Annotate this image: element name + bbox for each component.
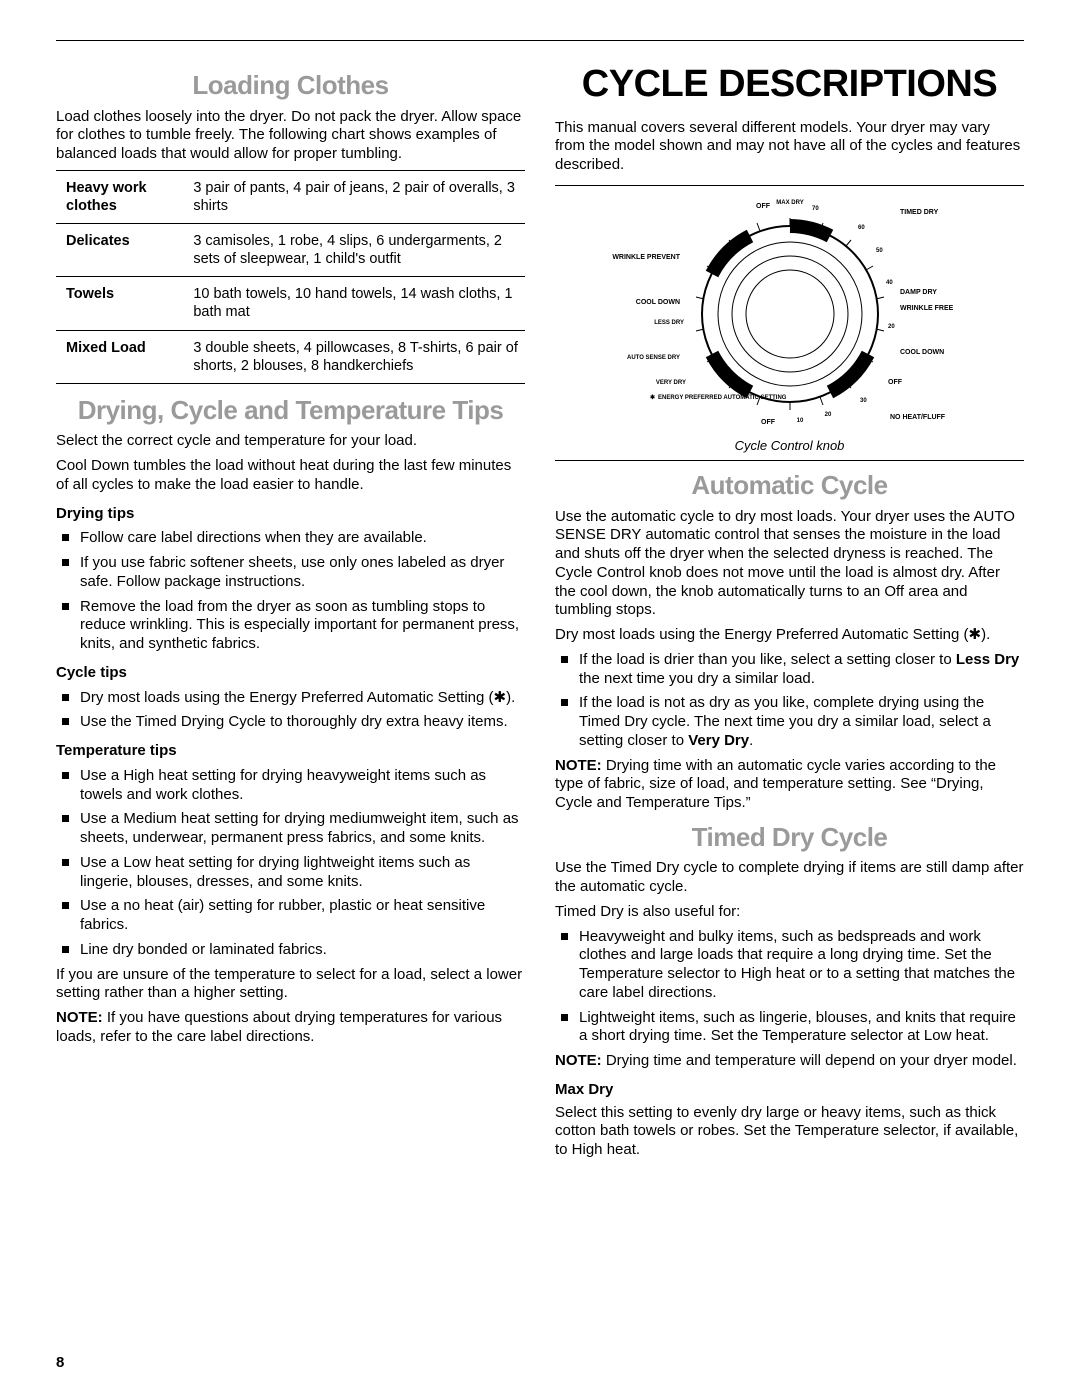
auto-note: NOTE: Drying time with an automatic cycl…	[555, 757, 1024, 813]
svg-text:TIMED DRY: TIMED DRY	[900, 209, 939, 216]
cycle-desc-intro: This manual covers several different mod…	[555, 119, 1024, 175]
auto-b1-bold: Less Dry	[956, 651, 1019, 668]
svg-text:OFF: OFF	[756, 203, 771, 210]
heading-timed-dry: Timed Dry Cycle	[555, 821, 1024, 854]
svg-text:50: 50	[876, 248, 883, 254]
note-text: Drying time with an automatic cycle vari…	[555, 757, 996, 812]
dial-caption: Cycle Control knob	[555, 438, 1024, 454]
note-label: NOTE:	[56, 1009, 103, 1026]
table-row: Heavy work clothes 3 pair of pants, 4 pa…	[56, 170, 525, 223]
loading-intro: Load clothes loosely into the dryer. Do …	[56, 108, 525, 164]
top-rule	[56, 40, 1024, 41]
maxdry-text: Select this setting to evenly dry large …	[555, 1104, 1024, 1160]
svg-text:DAMP DRY: DAMP DRY	[900, 289, 937, 296]
table-row: Delicates 3 camisoles, 1 robe, 4 slips, …	[56, 224, 525, 277]
load-text: 3 pair of pants, 4 pair of jeans, 2 pair…	[187, 170, 525, 223]
left-column: Loading Clothes Load clothes loosely int…	[56, 61, 525, 1166]
svg-text:60: 60	[858, 225, 865, 231]
load-label: Mixed Load	[56, 330, 187, 383]
auto-bullets: If the load is drier than you like, sele…	[555, 651, 1024, 751]
auto-b1b: the next time you dry a similar load.	[579, 670, 815, 687]
list-item: Line dry bonded or laminated fabrics.	[56, 941, 525, 960]
list-item: If the load is drier than you like, sele…	[555, 651, 1024, 689]
dial-figure: ✱ OFF MAX DRY 70 TIMED DRY 60 50 40 DAMP…	[555, 185, 1024, 461]
drying-tips-list: Follow care label directions when they a…	[56, 529, 525, 654]
svg-text:70: 70	[812, 206, 819, 212]
tips-after1: If you are unsure of the temperature to …	[56, 966, 525, 1004]
load-text: 3 double sheets, 4 pillowcases, 8 T-shir…	[187, 330, 525, 383]
cycle-control-dial-icon: ✱ OFF MAX DRY 70 TIMED DRY 60 50 40 DAMP…	[580, 194, 1000, 434]
svg-text:MAX DRY: MAX DRY	[776, 200, 803, 206]
auto-p2: Dry most loads using the Energy Preferre…	[555, 626, 1024, 645]
list-item: If the load is not as dry as you like, c…	[555, 694, 1024, 750]
table-row: Mixed Load 3 double sheets, 4 pillowcase…	[56, 330, 525, 383]
list-item: Heavyweight and bulky items, such as bed…	[555, 928, 1024, 1003]
tips-p2: Cool Down tumbles the load without heat …	[56, 457, 525, 495]
timed-bullets: Heavyweight and bulky items, such as bed…	[555, 928, 1024, 1047]
note-label: NOTE:	[555, 1052, 602, 1069]
timed-p1: Use the Timed Dry cycle to complete dryi…	[555, 859, 1024, 897]
svg-text:VERY DRY: VERY DRY	[655, 380, 685, 386]
svg-text:WRINKLE PREVENT: WRINKLE PREVENT	[612, 254, 680, 261]
subhead-max-dry: Max Dry	[555, 1081, 1024, 1100]
auto-b2a: If the load is not as dry as you like, c…	[579, 694, 991, 749]
load-table: Heavy work clothes 3 pair of pants, 4 pa…	[56, 170, 525, 384]
list-item: If you use fabric softener sheets, use o…	[56, 554, 525, 592]
subhead-temperature-tips: Temperature tips	[56, 742, 525, 761]
subhead-cycle-tips: Cycle tips	[56, 664, 525, 683]
load-label: Heavy work clothes	[56, 170, 187, 223]
heading-automatic-cycle: Automatic Cycle	[555, 469, 1024, 502]
svg-text:LESS DRY: LESS DRY	[654, 320, 684, 326]
svg-text:WRINKLE FREE: WRINKLE FREE	[900, 305, 954, 312]
heading-cycle-descriptions: CYCLE DESCRIPTIONS	[555, 61, 1024, 109]
auto-b1a: If the load is drier than you like, sele…	[579, 651, 956, 668]
svg-text:✱: ✱	[725, 366, 731, 374]
temperature-tips-list: Use a High heat setting for drying heavy…	[56, 767, 525, 960]
timed-p2: Timed Dry is also useful for:	[555, 903, 1024, 922]
list-item: Use a Low heat setting for drying lightw…	[56, 854, 525, 892]
list-item: Use the Timed Drying Cycle to thoroughly…	[56, 713, 525, 732]
svg-text:OFF: OFF	[888, 379, 903, 386]
auto-b2b: .	[749, 732, 753, 749]
svg-text:ENERGY PREFERRED AUTOMATIC SET: ENERGY PREFERRED AUTOMATIC SETTING	[658, 395, 787, 401]
heading-loading-clothes: Loading Clothes	[56, 69, 525, 102]
list-item: Dry most loads using the Energy Preferre…	[56, 689, 525, 708]
svg-text:OFF: OFF	[761, 419, 776, 426]
load-label: Delicates	[56, 224, 187, 277]
svg-text:20: 20	[888, 324, 895, 330]
list-item: Use a Medium heat setting for drying med…	[56, 810, 525, 848]
load-label: Towels	[56, 277, 187, 330]
load-text: 3 camisoles, 1 robe, 4 slips, 6 undergar…	[187, 224, 525, 277]
svg-text:COOL DOWN: COOL DOWN	[635, 299, 679, 306]
heading-drying-tips: Drying, Cycle and Temperature Tips	[56, 394, 525, 427]
svg-text:COOL DOWN: COOL DOWN	[900, 349, 944, 356]
svg-text:AUTO SENSE DRY: AUTO SENSE DRY	[626, 355, 679, 361]
tips-p1: Select the correct cycle and temperature…	[56, 432, 525, 451]
page-columns: Loading Clothes Load clothes loosely int…	[56, 61, 1024, 1166]
svg-text:✱: ✱	[650, 394, 655, 401]
subhead-drying-tips: Drying tips	[56, 505, 525, 524]
tips-note: NOTE: If you have questions about drying…	[56, 1009, 525, 1047]
note-text: If you have questions about drying tempe…	[56, 1009, 502, 1045]
list-item: Use a no heat (air) setting for rubber, …	[56, 897, 525, 935]
auto-b2-bold: Very Dry	[688, 732, 749, 749]
list-item: Follow care label directions when they a…	[56, 529, 525, 548]
cycle-tips-list: Dry most loads using the Energy Preferre…	[56, 689, 525, 733]
svg-text:20: 20	[824, 412, 831, 418]
list-item: Remove the load from the dryer as soon a…	[56, 598, 525, 654]
svg-text:40: 40	[886, 280, 893, 286]
auto-p1: Use the automatic cycle to dry most load…	[555, 508, 1024, 621]
list-item: Use a High heat setting for drying heavy…	[56, 767, 525, 805]
svg-text:30: 30	[860, 398, 867, 404]
list-item: Lightweight items, such as lingerie, blo…	[555, 1009, 1024, 1047]
timed-note: NOTE: Drying time and temperature will d…	[555, 1052, 1024, 1071]
right-column: CYCLE DESCRIPTIONS This manual covers se…	[555, 61, 1024, 1166]
svg-text:10: 10	[796, 418, 803, 424]
note-label: NOTE:	[555, 757, 602, 774]
svg-text:NO HEAT/FLUFF: NO HEAT/FLUFF	[890, 414, 946, 421]
load-text: 10 bath towels, 10 hand towels, 14 wash …	[187, 277, 525, 330]
note-text: Drying time and temperature will depend …	[602, 1052, 1017, 1069]
page-number: 8	[56, 1354, 64, 1373]
table-row: Towels 10 bath towels, 10 hand towels, 1…	[56, 277, 525, 330]
